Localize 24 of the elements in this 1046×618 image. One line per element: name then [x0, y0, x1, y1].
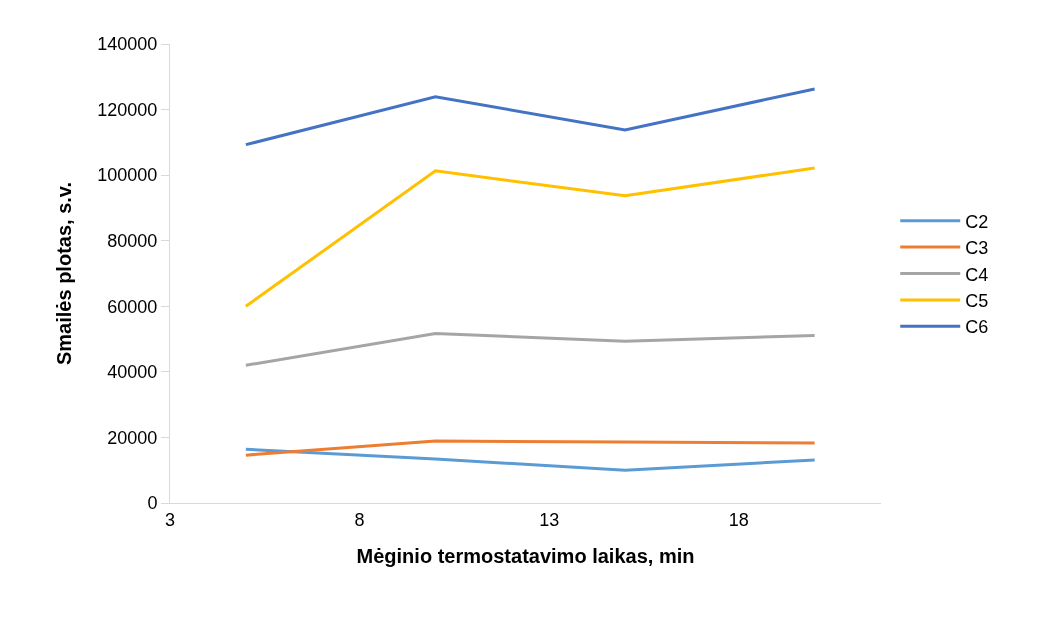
x-tick-label: 13 — [539, 509, 560, 530]
line-series — [244, 439, 817, 457]
y-tick-label: 60000 — [107, 296, 158, 317]
legend-label: C6 — [965, 317, 989, 338]
y-tick-label: 120000 — [97, 99, 158, 120]
line-series — [244, 87, 817, 147]
x-tick-label: 8 — [354, 509, 365, 530]
x-tick-label: 3 — [164, 509, 176, 530]
line-series — [244, 447, 817, 472]
y-axis-title: Smailės plotas, s.v. — [52, 181, 75, 366]
line-series — [244, 332, 817, 367]
legend-label: C4 — [965, 264, 989, 285]
y-tick-label: 80000 — [107, 231, 158, 252]
legend-label: C3 — [965, 238, 989, 259]
legend-label: C5 — [965, 290, 989, 311]
line-series — [244, 166, 817, 308]
y-tick-label: 100000 — [97, 165, 158, 186]
y-tick-label: 0 — [147, 493, 158, 514]
y-tick-label: 40000 — [107, 362, 158, 383]
x-tick-label: 18 — [728, 509, 749, 530]
legend-label: C2 — [965, 211, 989, 232]
y-tick-label: 20000 — [107, 427, 158, 448]
y-tick-label: 140000 — [97, 34, 158, 55]
x-axis-title: Mėginio termostatavimo laikas, min — [356, 545, 695, 568]
